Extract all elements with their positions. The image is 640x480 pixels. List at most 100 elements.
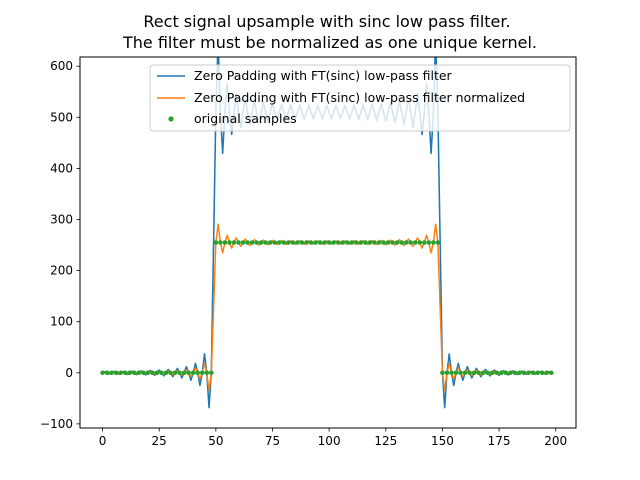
original-sample-point bbox=[508, 370, 513, 376]
original-sample-point bbox=[326, 240, 332, 245]
x-tick-label: 25 bbox=[152, 434, 167, 448]
y-tick-label: 500 bbox=[50, 110, 73, 124]
original-sample-point bbox=[236, 240, 241, 245]
original-sample-point bbox=[376, 240, 382, 245]
chart-title-line-1: Rect signal upsample with sinc low pass … bbox=[143, 12, 510, 31]
original-sample-point bbox=[440, 370, 445, 376]
original-sample-point bbox=[471, 370, 477, 376]
y-tick-label: 0 bbox=[65, 366, 73, 380]
original-sample-point bbox=[340, 240, 346, 245]
original-sample-point bbox=[295, 240, 300, 245]
original-sample-point bbox=[489, 370, 495, 376]
original-sample-point bbox=[131, 370, 137, 376]
x-tick-label: 0 bbox=[99, 434, 107, 448]
original-sample-point bbox=[412, 240, 418, 245]
original-sample-point bbox=[503, 370, 509, 376]
original-sample-point bbox=[453, 370, 459, 376]
original-sample-point bbox=[526, 370, 531, 376]
x-tick-label: 50 bbox=[208, 434, 223, 448]
original-sample-point bbox=[122, 370, 128, 376]
axes-layer: 0 25 50 75 100 125 150 175 200 −100 0 100 200 300 400 5… bbox=[40, 59, 567, 448]
original-sample-point bbox=[381, 240, 386, 245]
x-tick-label: 75 bbox=[265, 434, 280, 448]
original-sample-point bbox=[281, 240, 287, 245]
original-sample-point bbox=[417, 240, 423, 245]
original-sample-point bbox=[403, 240, 409, 245]
original-sample-point bbox=[349, 240, 355, 245]
original-sample-point bbox=[499, 370, 504, 376]
original-sample-point bbox=[190, 370, 196, 376]
original-sample-point bbox=[258, 240, 264, 245]
original-sample-point bbox=[104, 370, 110, 376]
original-sample-point bbox=[163, 370, 169, 376]
original-sample-point bbox=[435, 240, 441, 245]
original-sample-point bbox=[512, 370, 518, 376]
original-sample-point bbox=[494, 370, 500, 376]
original-sample-point bbox=[539, 370, 545, 376]
original-sample-point bbox=[344, 240, 350, 245]
original-sample-point bbox=[222, 240, 228, 245]
original-sample-point bbox=[363, 240, 368, 245]
original-sample-point bbox=[299, 240, 305, 245]
y-tick-label: 100 bbox=[50, 315, 73, 329]
original-sample-point bbox=[467, 370, 472, 376]
x-tick-label: 100 bbox=[318, 434, 341, 448]
original-sample-point bbox=[159, 370, 164, 376]
original-sample-point bbox=[118, 370, 123, 376]
original-sample-point bbox=[100, 370, 105, 376]
original-sample-point bbox=[249, 240, 255, 245]
original-sample-point bbox=[358, 240, 364, 245]
original-sample-point bbox=[535, 370, 540, 376]
y-tick-label: 400 bbox=[50, 161, 73, 175]
original-sample-point bbox=[544, 370, 549, 376]
original-sample-point bbox=[408, 240, 414, 245]
original-sample-point bbox=[317, 240, 323, 245]
original-sample-point bbox=[286, 240, 291, 245]
legend-box bbox=[149, 64, 571, 132]
original-sample-point bbox=[141, 370, 146, 376]
original-sample-point bbox=[485, 370, 491, 376]
original-sample-point bbox=[304, 240, 309, 245]
original-sample-point bbox=[204, 370, 210, 376]
original-sample-point bbox=[240, 240, 246, 245]
original-sample-point bbox=[195, 370, 201, 376]
chart-title-line-2: The filter must be normalized as one uni… bbox=[122, 33, 537, 52]
original-sample-point bbox=[431, 240, 436, 245]
original-sample-point bbox=[458, 370, 463, 376]
original-sample-point bbox=[267, 240, 273, 245]
original-sample-point bbox=[399, 240, 404, 245]
original-sample-point bbox=[181, 370, 187, 376]
original-sample-point bbox=[449, 370, 454, 376]
original-sample-point bbox=[218, 240, 223, 245]
original-sample-point bbox=[308, 240, 314, 245]
original-sample-point bbox=[177, 370, 182, 376]
original-sample-point bbox=[113, 370, 119, 376]
original-sample-point bbox=[517, 370, 522, 376]
original-sample-point bbox=[385, 240, 391, 245]
plot-frame bbox=[79, 56, 577, 429]
original-sample-point bbox=[154, 370, 160, 376]
original-sample-point bbox=[109, 370, 114, 376]
original-sample-point bbox=[444, 370, 450, 376]
y-tick-label: 300 bbox=[50, 213, 73, 227]
original-sample-point bbox=[136, 370, 142, 376]
original-sample-point bbox=[476, 370, 481, 376]
original-sample-point bbox=[331, 240, 336, 245]
original-sample-point bbox=[263, 240, 268, 245]
original-sample-point bbox=[290, 240, 296, 245]
legend-label-original-samples: original samples bbox=[194, 111, 297, 126]
original-sample-point bbox=[530, 370, 536, 376]
original-sample-point bbox=[186, 370, 191, 376]
legend: Zero Padding with FT(sinc) low-pass filt… bbox=[149, 64, 571, 132]
original-sample-point bbox=[168, 370, 173, 376]
original-sample-point bbox=[548, 370, 554, 376]
original-sample-point bbox=[335, 240, 341, 245]
original-sample-point bbox=[209, 370, 214, 376]
original-sample-point bbox=[172, 370, 178, 376]
original-sample-point bbox=[426, 240, 432, 245]
original-sample-point bbox=[150, 370, 155, 376]
x-tick-label: 175 bbox=[488, 434, 511, 448]
original-sample-point bbox=[127, 370, 133, 376]
original-sample-point bbox=[354, 240, 359, 245]
